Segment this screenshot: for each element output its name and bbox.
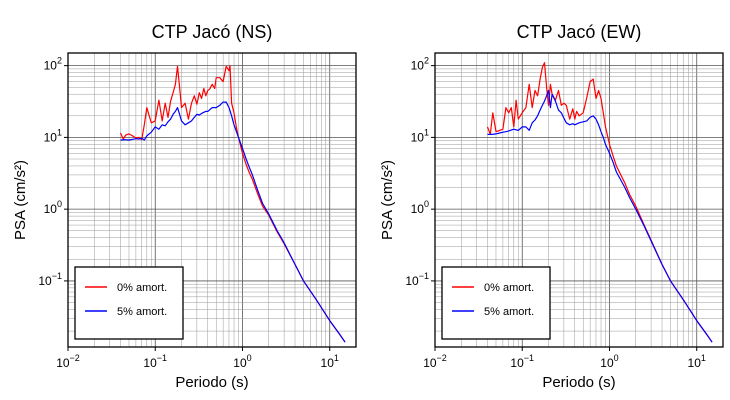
y-tick-label: 101 bbox=[411, 127, 429, 144]
legend-label: 5% amort. bbox=[484, 306, 534, 318]
y-tick-label: 101 bbox=[44, 127, 62, 144]
series-0-line bbox=[486, 62, 713, 343]
x-tick-label: 10−2 bbox=[56, 353, 80, 370]
x-tick-label: 10−2 bbox=[423, 353, 447, 370]
chart-ew: 10−2 10−1 100 101 10−1 100 101 102 CTP Jacó (EW)… bbox=[379, 22, 724, 391]
series-1-line bbox=[487, 89, 713, 343]
x-tick-label: 101 bbox=[321, 353, 339, 370]
x-tick-label: 10−1 bbox=[143, 353, 167, 370]
x-axis-label: Periodo (s) bbox=[175, 374, 248, 391]
legend-label: 5% amort. bbox=[117, 306, 167, 318]
legend-box bbox=[74, 266, 184, 340]
y-tick-label: 10−1 bbox=[405, 271, 429, 288]
chart-title: CTP Jacó (EW) bbox=[517, 22, 642, 42]
legend-label: 0% amort. bbox=[117, 282, 167, 294]
x-tick-label: 10−1 bbox=[510, 353, 534, 370]
y-tick-label: 102 bbox=[44, 56, 62, 73]
plot-frame bbox=[67, 52, 357, 348]
x-tick-label: 100 bbox=[600, 353, 618, 370]
x-tick-label: 101 bbox=[688, 353, 706, 370]
grid-lines bbox=[434, 53, 724, 347]
legend: 0% amort. 5% amort. bbox=[441, 266, 551, 340]
series-1-line bbox=[120, 101, 346, 343]
chart-ns: 10−2 10−1 100 101 10−1 100 101 102 CTP Jacó (NS)… bbox=[12, 22, 357, 391]
y-axis-label: PSA (cm/s²) bbox=[379, 160, 396, 240]
legend-label: 0% amort. bbox=[484, 282, 534, 294]
x-axis-label: Periodo (s) bbox=[542, 374, 615, 391]
chart-title: CTP Jacó (NS) bbox=[152, 22, 273, 42]
y-tick-label: 10−1 bbox=[38, 271, 62, 288]
series-0-line bbox=[119, 64, 346, 343]
y-axis-label: PSA (cm/s²) bbox=[12, 160, 29, 240]
y-tick-label: 100 bbox=[411, 199, 429, 216]
legend-box bbox=[441, 266, 551, 340]
legend: 0% amort. 5% amort. bbox=[74, 266, 184, 340]
plot-frame bbox=[434, 52, 724, 348]
y-tick-label: 100 bbox=[44, 199, 62, 216]
y-tick-label: 102 bbox=[411, 56, 429, 73]
x-tick-label: 100 bbox=[233, 353, 251, 370]
